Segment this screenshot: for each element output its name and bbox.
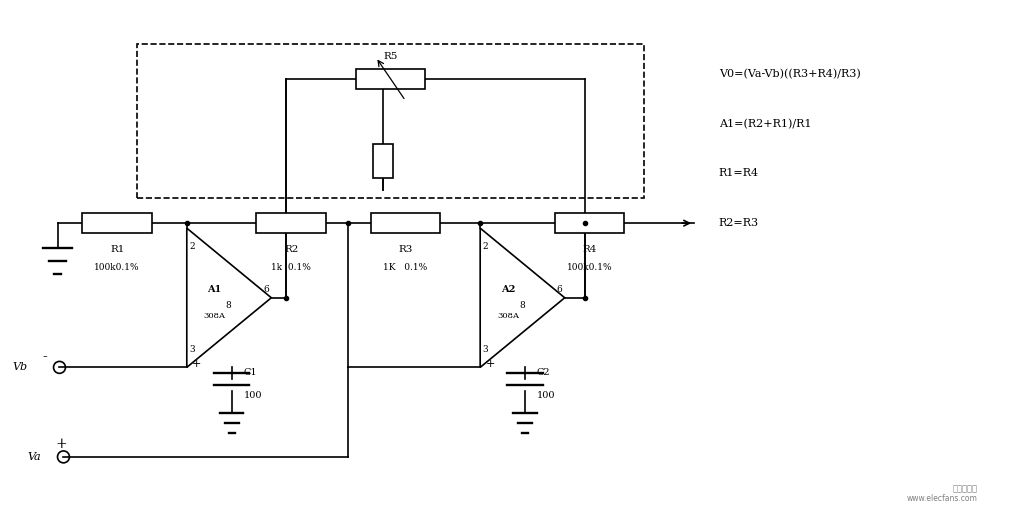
Text: +: + <box>55 437 68 451</box>
Text: A1=(R2+R1)/R1: A1=(R2+R1)/R1 <box>719 118 812 129</box>
Text: C2: C2 <box>537 368 550 377</box>
Text: 8: 8 <box>519 301 525 310</box>
Text: 100k0.1%: 100k0.1% <box>94 263 140 272</box>
Text: 2: 2 <box>189 241 195 250</box>
Text: 100k0.1%: 100k0.1% <box>567 263 612 272</box>
Bar <box>555 213 624 233</box>
Text: 3: 3 <box>483 345 488 354</box>
Bar <box>373 144 393 178</box>
Text: 100: 100 <box>537 391 556 400</box>
Text: 308A: 308A <box>497 312 519 320</box>
Text: C1: C1 <box>244 368 257 377</box>
Text: 6: 6 <box>557 285 563 294</box>
Text: A2: A2 <box>501 285 516 294</box>
Text: V0=(Va-Vb)((R3+R4)/R3): V0=(Va-Vb)((R3+R4)/R3) <box>719 69 861 79</box>
Bar <box>82 213 152 233</box>
Text: 1K   0.1%: 1K 0.1% <box>383 263 427 272</box>
Text: 电子发烧友: 电子发烧友 <box>952 484 978 493</box>
Bar <box>356 69 425 89</box>
Text: +: + <box>192 359 202 369</box>
Text: R2=R3: R2=R3 <box>719 218 758 228</box>
Text: www.elecfans.com: www.elecfans.com <box>906 494 978 503</box>
Text: R4: R4 <box>582 245 597 254</box>
Text: 2: 2 <box>483 241 488 250</box>
Text: 1k  0.1%: 1k 0.1% <box>272 263 312 272</box>
Text: R2: R2 <box>284 245 298 254</box>
Bar <box>256 213 326 233</box>
Text: R5: R5 <box>383 52 398 61</box>
Text: Vb: Vb <box>12 362 28 372</box>
Text: R1=R4: R1=R4 <box>719 169 758 178</box>
Text: +: + <box>486 359 495 369</box>
Text: Va: Va <box>28 452 41 462</box>
Text: 3: 3 <box>189 345 195 354</box>
Bar <box>137 44 645 198</box>
Text: A1: A1 <box>207 285 221 294</box>
Text: 6: 6 <box>263 285 270 294</box>
Text: R1: R1 <box>110 245 124 254</box>
Text: R3: R3 <box>399 245 413 254</box>
Text: 308A: 308A <box>204 312 226 320</box>
Bar <box>371 213 441 233</box>
Text: -: - <box>43 351 47 364</box>
Text: 8: 8 <box>226 301 232 310</box>
Text: 100: 100 <box>244 391 262 400</box>
